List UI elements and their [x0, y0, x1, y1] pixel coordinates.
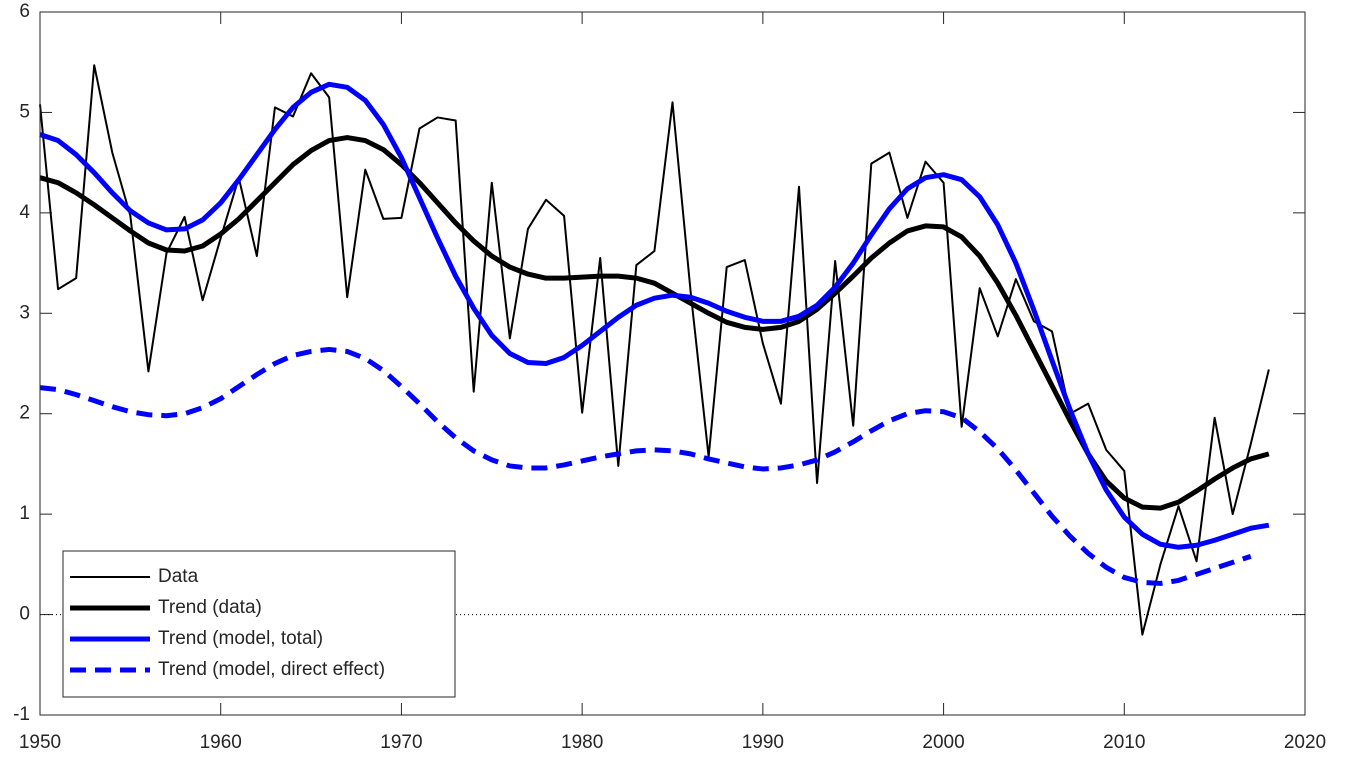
x-tick-label: 2020: [1284, 732, 1326, 753]
x-tick-label: 1990: [742, 732, 784, 753]
y-tick-label: 2: [19, 403, 30, 424]
y-tick-label: 3: [19, 302, 30, 323]
y-tick-label: -1: [13, 704, 30, 725]
series-line: [39, 346, 1252, 586]
y-tick-label: 6: [19, 1, 30, 22]
x-tick-label: 1960: [200, 732, 242, 753]
x-tick-label: 2000: [922, 732, 964, 753]
legend-label: Trend (model, direct effect): [158, 659, 385, 680]
y-tick-label: 4: [19, 202, 30, 223]
legend-box: [62, 550, 456, 698]
legend-label: Trend (data): [158, 597, 262, 618]
legend-label: Trend (model, total): [158, 628, 323, 649]
x-tick-label: 1950: [19, 732, 61, 753]
legend-label: Data: [158, 566, 199, 587]
legend: Data Trend (data) Trend (model, total) Tren…: [62, 550, 456, 698]
y-tick-label: 1: [19, 503, 30, 524]
series-line: [39, 81, 1270, 550]
x-tick-label: 2010: [1103, 732, 1145, 753]
y-tick-label: 0: [19, 604, 30, 625]
series-line: [39, 135, 1270, 511]
x-tick-label: 1980: [561, 732, 603, 753]
y-tick-label: 5: [19, 101, 30, 122]
x-tick-label: 1970: [380, 732, 422, 753]
plot-frame: [39, 11, 1306, 716]
